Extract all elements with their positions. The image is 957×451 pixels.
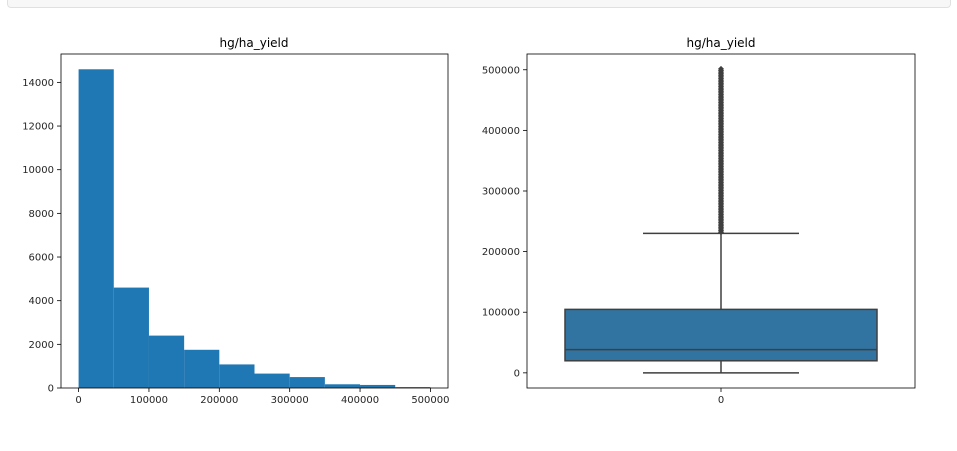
y-tick-label: 300000 — [482, 186, 520, 197]
boxplot-panel: hg/ha_yield 0 100000 200000 300000 400000 500… — [482, 36, 916, 406]
histogram-bar — [219, 364, 255, 388]
x-tick-label: 400000 — [341, 395, 379, 406]
y-tick-label: 0 — [514, 368, 520, 379]
y-tick-label: 6000 — [29, 253, 54, 264]
x-tick-label: 300000 — [271, 395, 309, 406]
x-tick-label: 500000 — [411, 395, 449, 406]
histogram-y-ticks: 0 2000 4000 6000 8000 10000 12000 14000 — [22, 78, 61, 395]
outlier-point — [718, 229, 724, 236]
y-tick-label: 200000 — [482, 247, 520, 258]
y-tick-label: 10000 — [22, 165, 54, 176]
x-tick-label: 100000 — [130, 395, 168, 406]
histogram-bar — [113, 287, 149, 388]
histogram-bar — [289, 377, 325, 388]
histogram-bar — [360, 384, 396, 388]
histogram-title: hg/ha_yield — [220, 36, 289, 50]
y-tick-label: 500000 — [482, 65, 520, 76]
histogram-bars — [78, 69, 431, 389]
x-tick-label: 0 — [718, 395, 724, 406]
histogram-bar — [78, 69, 114, 389]
y-tick-label: 0 — [48, 384, 54, 395]
y-tick-label: 4000 — [29, 296, 54, 307]
y-tick-label: 8000 — [29, 209, 54, 220]
y-tick-label: 12000 — [22, 122, 54, 133]
boxplot-title: hg/ha_yield — [687, 36, 756, 50]
histogram-axes-frame — [60, 53, 449, 389]
histogram-bar — [395, 387, 431, 388]
histogram-bar — [184, 349, 220, 388]
boxplot-x-ticks: 0 — [718, 388, 724, 406]
x-tick-label: 0 — [75, 395, 81, 406]
histogram-panel: hg/ha_yield 0 100000 200000 300000 400000 500… — [22, 36, 449, 406]
notebook-cell-border — [7, 0, 951, 8]
x-tick-label: 200000 — [200, 395, 238, 406]
boxplot-body — [564, 65, 878, 374]
histogram-x-ticks: 0 100000 200000 300000 400000 500000 — [75, 388, 450, 406]
y-tick-label: 2000 — [29, 340, 54, 351]
y-tick-label: 100000 — [482, 308, 520, 319]
boxplot-y-ticks: 0 100000 200000 300000 400000 500000 — [482, 65, 527, 379]
y-tick-label: 14000 — [22, 78, 54, 89]
boxplot-axes-frame — [526, 53, 916, 389]
outlier-markers — [718, 65, 724, 236]
interquartile-box — [564, 308, 878, 362]
histogram-bar — [148, 335, 185, 388]
y-tick-label: 400000 — [482, 126, 520, 137]
histogram-bar — [254, 373, 290, 388]
histogram-bar — [324, 384, 361, 388]
